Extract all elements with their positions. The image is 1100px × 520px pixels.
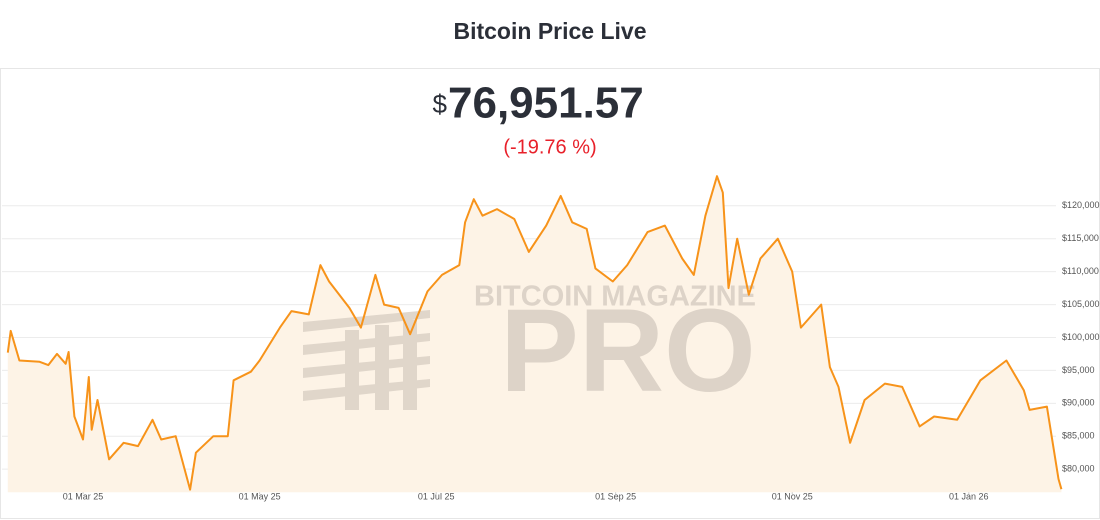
y-tick-label: $115,000 bbox=[1062, 233, 1099, 243]
y-tick-label: $95,000 bbox=[1062, 365, 1095, 375]
y-tick-label: $110,000 bbox=[1062, 266, 1099, 276]
y-tick-label: $100,000 bbox=[1062, 332, 1100, 342]
price: 76,951.57 bbox=[448, 79, 644, 128]
x-tick-label: 01 Mar 25 bbox=[63, 491, 104, 501]
y-tick-label: $80,000 bbox=[1062, 464, 1095, 474]
y-tick-label: $120,000 bbox=[1062, 200, 1100, 210]
currency-symbol: $ bbox=[433, 89, 448, 119]
line-layer bbox=[6, 175, 1063, 491]
chart-title: Bitcoin Price Live bbox=[453, 18, 646, 44]
y-tick-label: $90,000 bbox=[1062, 398, 1095, 408]
y-tick-label: $105,000 bbox=[1062, 299, 1100, 309]
price-line bbox=[6, 175, 1063, 491]
x-tick-label: 01 Nov 25 bbox=[772, 491, 813, 501]
x-tick-label: 01 Jul 25 bbox=[418, 491, 455, 501]
y-tick-label: $85,000 bbox=[1062, 431, 1095, 441]
price-change: (-19.76 %) bbox=[503, 136, 596, 158]
watermark-main: PRO bbox=[500, 285, 756, 417]
x-tick-label: 01 Jan 26 bbox=[949, 491, 989, 501]
watermark-top: BITCOIN MAGAZINE bbox=[474, 281, 756, 313]
x-tick-label: 01 Sep 25 bbox=[595, 491, 636, 501]
x-tick-label: 01 May 25 bbox=[239, 491, 281, 501]
watermark-logo bbox=[303, 310, 430, 410]
area-layer bbox=[7, 176, 1062, 493]
price-area bbox=[7, 176, 1062, 493]
